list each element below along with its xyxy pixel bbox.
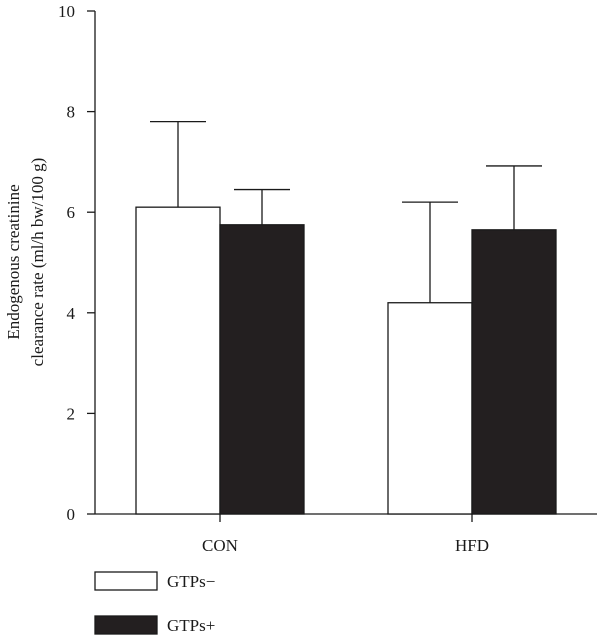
y-tick-label: 2 bbox=[67, 404, 76, 423]
x-category-label: HFD bbox=[455, 536, 489, 555]
bars bbox=[135, 206, 557, 515]
y-tick-label: 8 bbox=[67, 103, 76, 122]
legend-label: GTPs− bbox=[167, 572, 215, 591]
bar-hfd-series-1 bbox=[387, 302, 473, 515]
y-tick-label: 4 bbox=[67, 304, 76, 323]
y-axis-title-line2: clearance rate (ml/h bw/100 g) bbox=[28, 158, 47, 367]
legend: GTPs− GTPs+ bbox=[94, 571, 215, 635]
bar-con-series-1 bbox=[135, 206, 221, 515]
legend-label: GTPs+ bbox=[167, 616, 215, 635]
y-tick-label: 10 bbox=[58, 2, 75, 21]
legend-swatch bbox=[94, 615, 158, 635]
x-axis: CON HFD bbox=[95, 513, 597, 555]
y-axis: 0 2 4 6 8 10 bbox=[58, 2, 96, 524]
y-axis-title-line1: Endogenous creatinine bbox=[4, 184, 23, 339]
bar-hfd-series-2 bbox=[471, 229, 557, 515]
y-tick-label: 0 bbox=[67, 505, 76, 524]
x-category-label: CON bbox=[202, 536, 238, 555]
legend-swatch bbox=[94, 571, 158, 591]
y-tick-label: 6 bbox=[67, 203, 76, 222]
bar-con-series-2 bbox=[219, 224, 305, 515]
error-bars bbox=[150, 121, 542, 303]
